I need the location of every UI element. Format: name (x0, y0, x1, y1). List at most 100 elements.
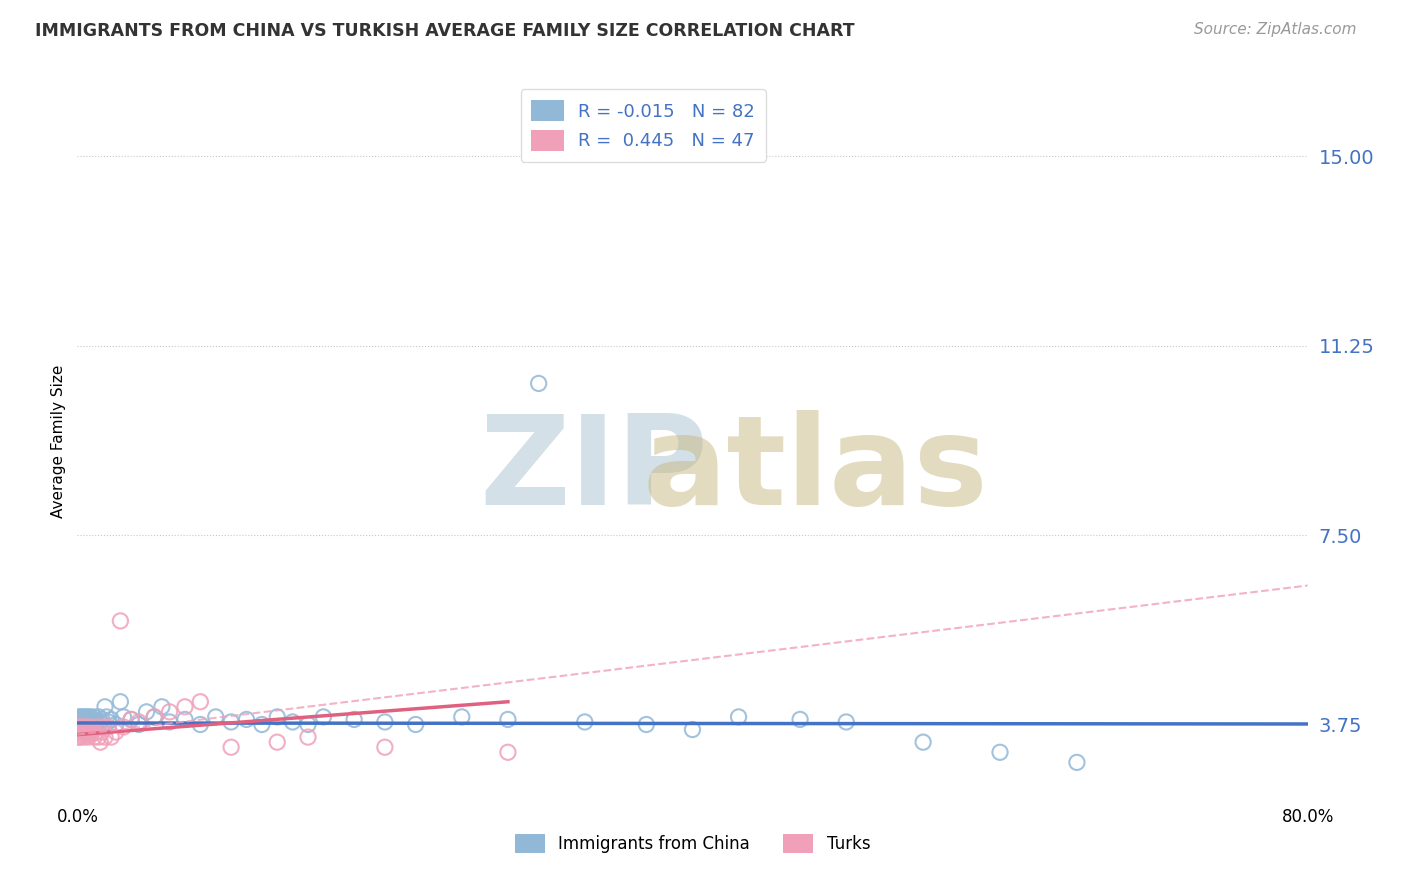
Text: Source: ZipAtlas.com: Source: ZipAtlas.com (1194, 22, 1357, 37)
Point (496, 713, 519, 727)
Point (72, 714, 94, 729)
Point (682, 723, 704, 737)
Point (87, 730, 110, 744)
Point (1066, 756, 1088, 770)
Point (143, 710, 166, 724)
Point (104, 717, 127, 731)
Point (266, 735, 288, 749)
Point (204, 710, 226, 724)
Point (73, 713, 96, 727)
Point (70, 710, 93, 724)
Legend: Immigrants from China, Turks: Immigrants from China, Turks (508, 827, 877, 860)
Point (75, 728, 97, 742)
Point (67, 720, 90, 734)
Point (69, 713, 91, 727)
Point (83, 710, 105, 724)
Point (80, 717, 103, 731)
Point (727, 710, 749, 724)
Point (79, 710, 101, 724)
Point (69, 714, 91, 729)
Point (77, 717, 100, 731)
Point (76, 714, 98, 729)
Point (76, 720, 98, 734)
Point (80, 725, 103, 739)
Point (76, 725, 98, 739)
Point (75, 710, 97, 724)
Point (636, 717, 658, 731)
Point (82, 720, 104, 734)
Point (82, 713, 104, 727)
Point (69, 717, 91, 731)
Point (73, 723, 96, 737)
Point (73, 725, 96, 739)
Point (72, 710, 94, 724)
Y-axis label: Average Family Size: Average Family Size (51, 365, 66, 518)
Point (69, 730, 91, 744)
Point (110, 614, 132, 628)
Point (988, 745, 1011, 759)
Point (77, 725, 100, 739)
Point (527, 376, 550, 391)
Point (75, 720, 97, 734)
Point (297, 730, 319, 744)
Point (67, 714, 90, 729)
Point (374, 740, 396, 755)
Point (112, 720, 135, 734)
Point (235, 713, 257, 727)
Point (70, 720, 93, 734)
Point (112, 710, 135, 724)
Point (67, 725, 90, 739)
Point (120, 713, 142, 727)
Point (70, 725, 93, 739)
Point (72, 717, 94, 731)
Point (69, 720, 91, 734)
Point (84, 714, 107, 729)
Point (159, 714, 181, 729)
Point (76, 717, 98, 731)
Point (76, 720, 98, 734)
Point (188, 695, 212, 709)
Point (450, 710, 472, 724)
Point (128, 714, 150, 729)
Point (75, 713, 97, 727)
Point (219, 740, 242, 755)
Point (93, 717, 115, 731)
Point (84, 725, 107, 739)
Point (70, 713, 93, 727)
Point (912, 735, 935, 749)
Point (87, 710, 110, 724)
Point (97, 714, 120, 729)
Point (79, 720, 101, 734)
Point (73, 717, 96, 731)
Point (94, 699, 117, 714)
Point (77, 710, 100, 724)
Point (80, 714, 103, 729)
Point (69, 723, 91, 737)
Point (67, 725, 90, 739)
Point (96, 710, 118, 724)
Point (219, 714, 242, 729)
Point (90, 725, 114, 739)
Point (67, 710, 90, 724)
Point (70, 728, 93, 742)
Point (76, 713, 98, 727)
Text: IMMIGRANTS FROM CHINA VS TURKISH AVERAGE FAMILY SIZE CORRELATION CHART: IMMIGRANTS FROM CHINA VS TURKISH AVERAGE… (35, 22, 855, 40)
Point (150, 699, 173, 714)
Point (281, 714, 304, 729)
Point (67, 720, 90, 734)
Point (77, 714, 100, 729)
Point (73, 720, 96, 734)
Point (159, 705, 181, 719)
Point (250, 717, 273, 731)
Point (374, 714, 396, 729)
Point (343, 713, 366, 727)
Point (73, 714, 96, 729)
Point (128, 717, 150, 731)
Point (67, 720, 90, 734)
Point (174, 699, 197, 714)
Point (135, 705, 157, 719)
Text: atlas: atlas (643, 410, 988, 531)
Point (89, 714, 111, 729)
Point (80, 728, 103, 742)
Point (496, 745, 519, 759)
